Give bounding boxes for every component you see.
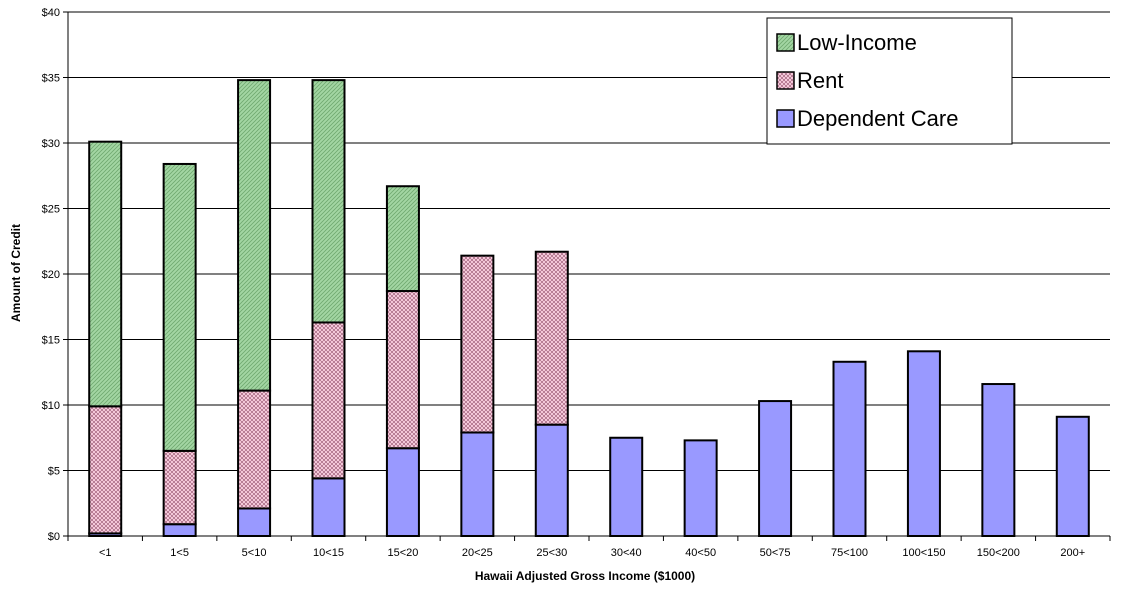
bar-segment-low-income [237,79,272,392]
legend-box [766,17,1013,145]
x-tick-label: 100<150 [902,547,945,559]
legend-swatch-dependent-care [776,109,795,128]
bar-segment-dependent-care [237,507,272,537]
bar-segment-dependent-care [460,431,495,538]
legend-label-dependent-care: Dependent Care [797,106,958,131]
bar-segment-rent [385,290,420,450]
bar-segment-rent [311,321,346,480]
y-tick-label: $5 [48,466,60,478]
bar-segment-rent [88,405,123,535]
bar-segment-low-income [162,162,197,452]
bar-segment-dependent-care [609,436,644,537]
axes [63,11,1111,541]
x-tick-label: 15<20 [387,547,418,559]
bar-segment-rent [534,250,569,426]
y-tick-label: $25 [42,204,60,216]
bar-segment-dependent-care [1055,415,1090,538]
y-tick-label: $10 [42,400,60,412]
y-tick-label: $40 [42,7,60,19]
x-tick-label: 10<15 [313,547,344,559]
bar-segment-dependent-care [981,383,1016,538]
bar-segment-dependent-care [385,447,420,538]
y-tick-label: $15 [42,335,60,347]
x-tick-label: 20<25 [462,547,493,559]
legend: Low-Income Rent Dependent Care [766,17,1013,145]
bar-segment-rent [237,389,272,510]
bar-segment-dependent-care [683,439,718,537]
legend-label-low-income: Low-Income [797,30,917,55]
bars [88,79,1090,538]
bar-segment-rent [460,254,495,434]
y-tick-label: $30 [42,138,60,150]
x-tick-label: <1 [99,547,112,559]
x-tick-label: 75<100 [831,547,868,559]
x-tick-label: 150<200 [977,547,1020,559]
y-tick-labels: $0 $5 $10 $15 $20 $25 $30 $35 $40 [42,7,60,543]
bar-segment-dependent-care [311,477,346,537]
x-tick-label: 30<40 [611,547,642,559]
bar-segment-dependent-care [162,523,197,538]
legend-swatch-low-income [776,33,795,52]
y-axis-title: Amount of Credit [9,224,23,322]
bar-segment-low-income [385,185,420,293]
legend-swatch-rent [776,71,795,90]
x-axis-title: Hawaii Adjusted Gross Income ($1000) [475,569,695,583]
bar-segment-dependent-care [534,423,569,537]
bar-segment-low-income [311,79,346,324]
x-tick-label: 40<50 [685,547,716,559]
x-tick-label: 50<75 [760,547,791,559]
x-tick-labels: <1 1<5 5<10 10<15 15<20 20<25 25<30 30<40 40<50 5… [99,547,1085,559]
bar-segment-dependent-care [832,360,867,537]
bar-segment-dependent-care [758,400,793,537]
y-tick-label: $20 [42,269,60,281]
x-tick-label: 5<10 [242,547,267,559]
legend-label-rent: Rent [797,68,843,93]
x-tick-label: 200+ [1060,547,1085,559]
y-tick-label: $0 [48,531,60,543]
bar-segment-dependent-care [906,350,941,538]
bar-segment-low-income [88,140,123,408]
y-tick-label: $35 [42,73,60,85]
bar-segment-rent [162,449,197,526]
x-tick-label: 1<5 [170,547,189,559]
x-tick-label: 25<30 [536,547,567,559]
